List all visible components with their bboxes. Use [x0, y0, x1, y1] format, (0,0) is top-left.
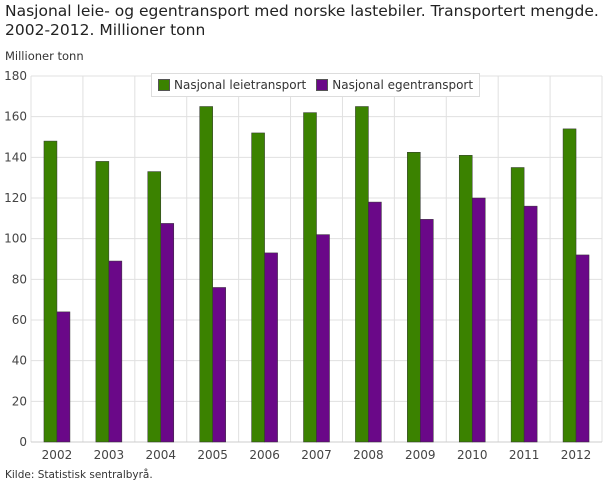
legend-item-leietransport: Nasjonal leietransport: [158, 78, 306, 92]
x-tick-label: 2012: [561, 448, 592, 462]
x-tick-label: 2008: [353, 448, 384, 462]
bar-egentransport-2007: [316, 234, 330, 443]
legend-label: Nasjonal leietransport: [174, 78, 307, 92]
bar-leietransport-2012: [562, 128, 577, 443]
bar-leietransport-2008: [355, 106, 369, 443]
bar-egentransport-2005: [212, 287, 226, 443]
x-tick-label: 2006: [249, 448, 280, 462]
y-tick-label: 40: [12, 354, 27, 368]
legend: Nasjonal leietransport Nasjonal egentran…: [151, 73, 481, 97]
bar-leietransport-2003: [95, 161, 110, 443]
bar-leietransport-2004: [147, 171, 162, 443]
y-tick-label: 60: [12, 313, 27, 327]
chart-title: Nasjonal leie- og egentransport med nors…: [5, 2, 599, 39]
legend-swatch: [316, 79, 329, 91]
bar-egentransport-2012: [575, 254, 590, 443]
bar-egentransport-2008: [368, 201, 382, 443]
bar-leietransport-2010: [458, 155, 473, 443]
bar-leietransport-2005: [199, 106, 213, 443]
bar-egentransport-2010: [471, 197, 486, 443]
bar-egentransport-2002: [56, 311, 71, 443]
y-tick-label: 0: [19, 435, 27, 449]
y-tick-label: 100: [4, 232, 27, 246]
x-tick-label: 2010: [457, 448, 488, 462]
y-tick-label: 120: [4, 191, 27, 205]
source-note: Kilde: Statistisk sentralbyrå.: [5, 469, 153, 481]
x-tick-label: 2003: [94, 448, 125, 462]
x-tick-label: 2009: [405, 448, 436, 462]
y-axis-label: Millioner tonn: [5, 49, 84, 63]
y-tick-label: 160: [4, 110, 27, 124]
y-tick-label: 140: [4, 150, 27, 164]
bar-egentransport-2011: [523, 205, 538, 443]
bar-egentransport-2009: [420, 219, 434, 443]
x-tick-label: 2004: [145, 448, 176, 462]
y-tick-label: 80: [12, 272, 27, 286]
x-tick-label: 2007: [301, 448, 332, 462]
bar-leietransport-2007: [303, 112, 317, 443]
bar-leietransport-2006: [251, 132, 265, 443]
bar-egentransport-2006: [264, 252, 278, 443]
x-tick-label: 2011: [509, 448, 540, 462]
x-tick-label: 2002: [42, 448, 73, 462]
bar-egentransport-2004: [160, 223, 175, 443]
y-tick-label: 180: [4, 69, 27, 83]
legend-label: Nasjonal egentransport: [332, 78, 474, 92]
x-tick-label: 2005: [197, 448, 228, 462]
bar-leietransport-2002: [43, 140, 58, 443]
legend-item-egentransport: Nasjonal egentransport: [316, 78, 473, 92]
legend-swatch: [158, 79, 170, 91]
bar-egentransport-2003: [108, 260, 123, 443]
bar-leietransport-2011: [510, 167, 525, 443]
bar-leietransport-2009: [407, 152, 421, 443]
y-tick-label: 20: [12, 394, 27, 408]
